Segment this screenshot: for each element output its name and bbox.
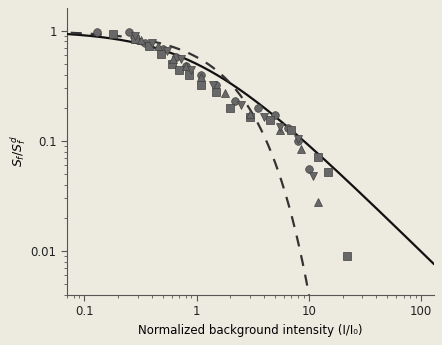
X-axis label: Normalized background intensity (I/I₀): Normalized background intensity (I/I₀) (138, 324, 362, 337)
Y-axis label: $S_f/S_f^d$: $S_f/S_f^d$ (8, 136, 28, 167)
